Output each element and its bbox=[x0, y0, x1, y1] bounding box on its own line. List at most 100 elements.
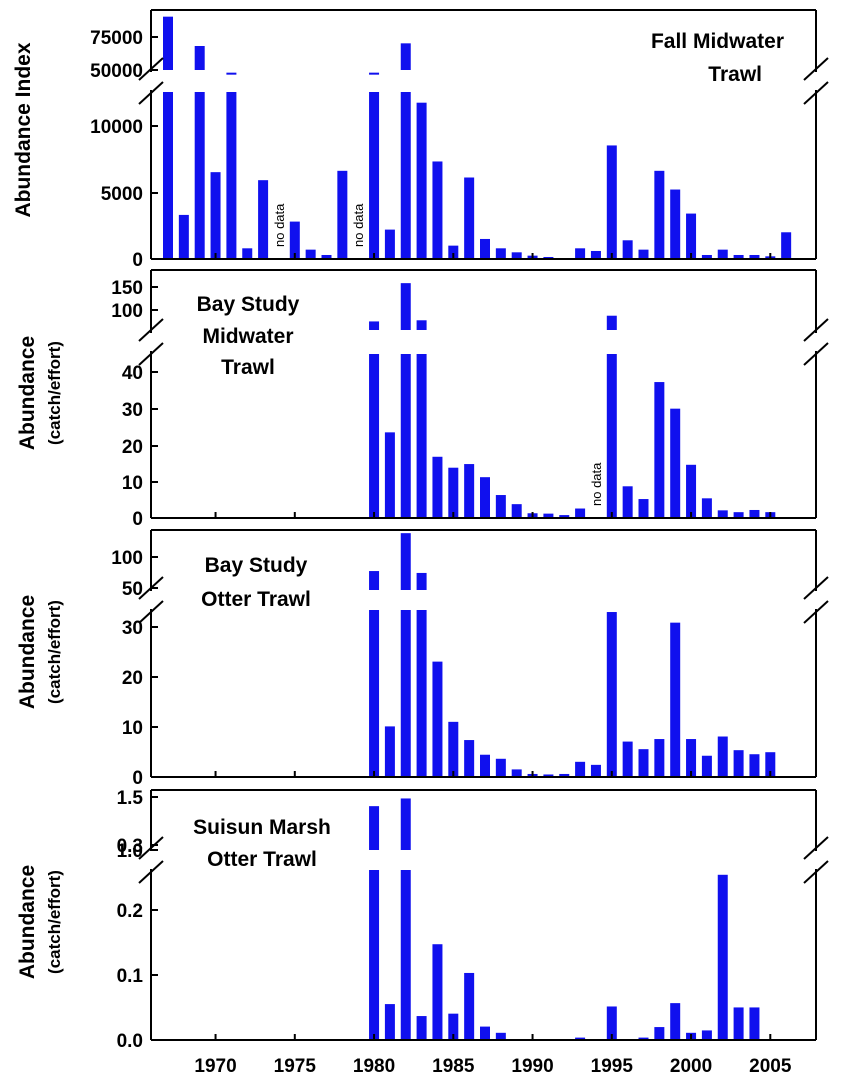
panel-3-y-tick-label-lower-3: 30 bbox=[122, 618, 143, 639]
panel-2-bar-1983-upper bbox=[416, 320, 427, 330]
panel-2-no-data-label: no data bbox=[589, 462, 604, 506]
panel-1-bar-1989 bbox=[511, 252, 522, 259]
panel-2-bar-1991 bbox=[543, 513, 554, 518]
panel-1-bar-1996 bbox=[622, 240, 633, 259]
panel-3-bar-1993 bbox=[575, 761, 586, 777]
panel-3-y-ticks: 0 10 20 30 50 100 bbox=[111, 548, 772, 789]
panel-4-bar-1982-upper bbox=[400, 798, 411, 850]
panel-1-bar-2006 bbox=[781, 232, 792, 259]
panel-3-bar-1982-upper bbox=[400, 533, 411, 590]
x-tick-label-1985: 1985 bbox=[432, 1056, 475, 1077]
panel-1-bar-1972 bbox=[242, 248, 253, 259]
panel-4-bar-1980 bbox=[369, 870, 380, 1040]
panel-2-title-line-2: Midwater bbox=[202, 325, 293, 348]
panel-1-bar-1991 bbox=[543, 256, 554, 259]
panel-2-bar-2000 bbox=[686, 464, 697, 518]
panel-3-bar-1988 bbox=[495, 758, 506, 777]
panel-4-bar-1995 bbox=[606, 1006, 617, 1040]
panel-1-bar-1994 bbox=[590, 250, 601, 259]
panel-3-title-line-2: Otter Trawl bbox=[201, 588, 311, 611]
panel-2-bar-1995-upper bbox=[606, 315, 617, 330]
panel-3-bar-1980 bbox=[369, 610, 380, 777]
panel-1-bar-2002 bbox=[717, 249, 728, 259]
x-tick-label-2005: 2005 bbox=[749, 1056, 792, 1077]
panel-3-axis-break-slash-right-1 bbox=[803, 576, 829, 600]
panel-1-bar-2004 bbox=[749, 254, 760, 259]
panel-1-no-data-label: no data bbox=[272, 203, 287, 247]
panel-3-axis-break-slash-right-2 bbox=[803, 600, 829, 624]
panel-1-bar-1988 bbox=[495, 248, 506, 259]
panel-2-bar-2002 bbox=[717, 510, 728, 518]
panel-1-y-ticks: 0 5000 10000 50000 75000 bbox=[90, 28, 772, 271]
panel-4-bar-1985 bbox=[448, 1013, 459, 1040]
x-axis-tick-labels: 1970 1975 1980 1985 1990 1995 2000 2005 bbox=[194, 1056, 791, 1077]
panel-3-title-line-1: Bay Study bbox=[205, 554, 308, 577]
panel-1-bar-1967 bbox=[163, 92, 173, 259]
panel-1-axis-break-slash-left-2 bbox=[138, 81, 164, 105]
panel-1-bar-1975 bbox=[289, 221, 300, 259]
panel-4-axis-break-slash-right-2 bbox=[803, 860, 829, 884]
panel-2-bar-1988 bbox=[495, 495, 506, 518]
panel-2-axis-break-gap bbox=[153, 338, 814, 346]
panel-3-bar-1981 bbox=[384, 726, 395, 777]
panel-4-y-tick-label-upper-0: 1.0 bbox=[117, 841, 143, 862]
panel-3-bar-1996 bbox=[622, 741, 633, 777]
panel-1-bar-2003 bbox=[733, 254, 744, 259]
panel-3-bar-1986 bbox=[464, 740, 475, 777]
panel-2-y-axis-label-line-2: (catch/effort) bbox=[45, 341, 64, 445]
panel-4-axis-break-gap bbox=[153, 856, 814, 864]
panel-4-bar-1987 bbox=[480, 1026, 490, 1040]
panel-2-y-tick-label-lower-1: 10 bbox=[122, 473, 143, 494]
panel-3-bar-2005 bbox=[765, 752, 776, 777]
panel-3-axis-break-gap bbox=[153, 596, 814, 604]
panel-3-bar-1983-upper bbox=[416, 572, 427, 590]
panel-4-bar-1993 bbox=[575, 1037, 586, 1040]
panel-3-bar-1987 bbox=[480, 754, 490, 777]
panel-4-y-tick-label-lower-0: 0.0 bbox=[117, 1031, 143, 1052]
panel-4-axis-break-slash-right-1 bbox=[803, 836, 829, 860]
panel-2-bar-1993 bbox=[575, 508, 586, 518]
x-tick-label-1995: 1995 bbox=[591, 1056, 634, 1077]
panel-1-axis-break-slash-right-2 bbox=[803, 81, 829, 105]
panel-2-bar-1985 bbox=[448, 467, 459, 518]
x-tick-label-2000: 2000 bbox=[670, 1056, 712, 1077]
panel-2-axis-break-slash-left-1 bbox=[138, 318, 164, 342]
panel-1-y-tick-label-upper-0: 50000 bbox=[90, 61, 143, 82]
panel-bay-study-otter-trawl: 0 10 20 30 50 100 Bay Study Otter Trawl Abund… bbox=[16, 529, 829, 789]
panel-1-bar-1970 bbox=[210, 172, 221, 259]
panel-4-bar-1999 bbox=[670, 1003, 681, 1040]
panel-3-bar-1989 bbox=[511, 769, 522, 777]
panel-3-bar-1984 bbox=[432, 661, 443, 777]
panel-4-y-tick-label-lower-3: 0.3 bbox=[117, 836, 143, 857]
panel-4-bar-1982 bbox=[400, 870, 411, 1040]
panel-2-annotations: no data bbox=[589, 462, 604, 506]
x-tick-label-1990: 1990 bbox=[511, 1056, 553, 1077]
panel-4-y-tick-label-lower-2: 0.2 bbox=[117, 901, 143, 922]
panel-3-y-tick-label-upper-1: 100 bbox=[111, 548, 143, 569]
panel-4-y-tick-label-lower-1: 0.1 bbox=[117, 966, 144, 987]
panel-2-bar-1980 bbox=[369, 354, 380, 518]
panel-2-bar-1982 bbox=[400, 354, 411, 518]
panel-4-axis-break-slash-left-2 bbox=[138, 860, 164, 884]
panel-3-bar-1995 bbox=[606, 612, 617, 777]
panel-3-y-axis-label-line-2: (catch/effort) bbox=[45, 600, 64, 704]
panel-2-y-tick-label-upper-1: 150 bbox=[111, 278, 143, 299]
panel-4-bar-2001 bbox=[701, 1030, 712, 1040]
panel-1-bar-1995 bbox=[606, 145, 617, 259]
panel-3-axis-break-slash-left-2 bbox=[138, 600, 164, 624]
panel-1-y-tick-label-upper-1: 75000 bbox=[90, 28, 143, 49]
panel-3-bar-1983 bbox=[416, 610, 427, 777]
panel-1-title-line-2: Trawl bbox=[708, 63, 762, 86]
panel-1-title-line-1: Fall Midwater bbox=[651, 30, 784, 53]
panel-3-bar-1982 bbox=[400, 610, 411, 777]
panel-2-axis-break-slash-right-1 bbox=[803, 318, 829, 342]
panel-1-bar-1982 bbox=[400, 92, 411, 259]
panel-2-bar-1980-upper bbox=[369, 321, 380, 330]
panel-3-bar-1998 bbox=[654, 739, 665, 777]
panel-1-bar-1993 bbox=[575, 248, 586, 259]
panel-2-bar-2003 bbox=[733, 512, 744, 518]
panel-1-bar-1985 bbox=[448, 245, 459, 259]
panel-4-y-tick-label-upper-1: 1.5 bbox=[117, 788, 144, 809]
